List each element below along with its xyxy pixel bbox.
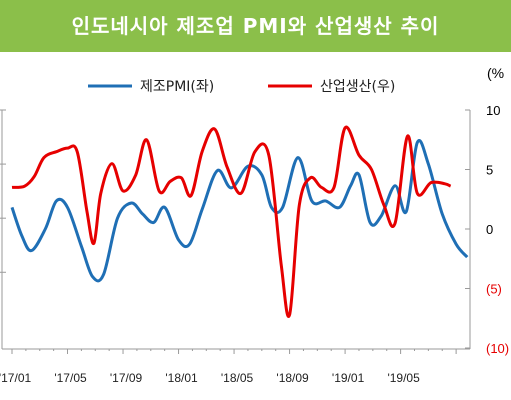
chart-legend: 제조PMI(좌) 산업생산(우): [88, 79, 395, 95]
right-axis-tick-label: (5): [486, 282, 502, 297]
chart-frame: [0, 109, 471, 354]
right-axis-tick-label: 10: [486, 103, 500, 118]
x-axis-tick-label: '18/01: [165, 371, 198, 385]
x-axis-tick-label: '17/01: [0, 371, 31, 385]
right-axis-tick-label: 5: [486, 163, 493, 178]
right-axis-tick-label: 0: [486, 222, 493, 237]
y-unit-label: (%: [487, 65, 504, 81]
chart-title: 인도네시아 제조업 PMI와 산업생산 추이: [71, 14, 440, 38]
x-axis-tick-label: '17/05: [54, 371, 87, 385]
x-axis-tick-label: '19/05: [387, 371, 420, 385]
x-axis-tick-label: '18/09: [276, 371, 309, 385]
chart-axes: 10 5 0 (5) (10) (% '17/01 '17/05 '17/09 '18/01 '18…: [0, 65, 509, 385]
legend-item-pmi-label: 제조PMI(좌): [140, 79, 214, 95]
x-axis-tick-label: '19/01: [332, 371, 365, 385]
chart-series: [10, 125, 469, 318]
series-line-industrial-production: [11, 125, 452, 318]
x-axis-tick-label: '17/09: [110, 371, 143, 385]
line-chart: 10 5 0 (5) (10) (% '17/01 '17/05 '17/09 '18/01 '18…: [0, 65, 509, 385]
series-line-pmi: [10, 139, 469, 283]
chart-title-bar: [0, 0, 511, 52]
right-axis-tick-label: (10): [486, 341, 509, 356]
x-axis-tick-label: '18/05: [221, 371, 254, 385]
legend-item-industrial-production-label: 산업생산(우): [320, 79, 395, 95]
